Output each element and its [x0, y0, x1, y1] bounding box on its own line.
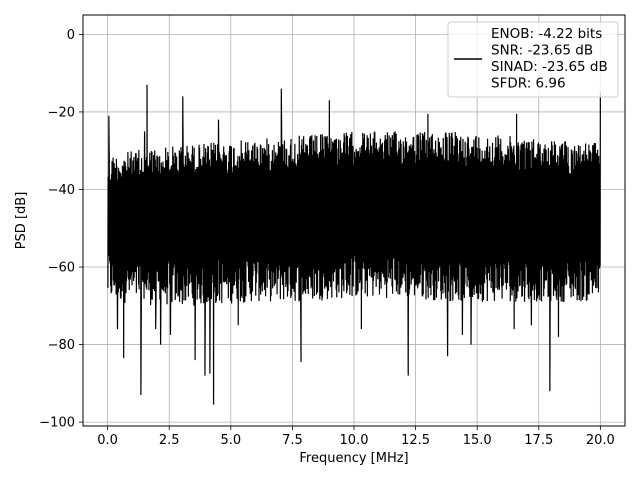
plot-area: [107, 84, 601, 405]
y-axis: 0 −20 −40 −60 −80 −100: [39, 28, 83, 431]
x-tick-label: 7.5: [282, 433, 303, 448]
y-tick-label: −20: [48, 105, 75, 120]
legend: ENOB: -4.22 bits SNR: -23.65 dB SINAD: -…: [447, 21, 619, 98]
y-tick-label: −40: [48, 183, 75, 198]
x-tick-label: 17.5: [524, 433, 553, 448]
y-axis-label: PSD [dB]: [14, 192, 29, 250]
x-tick-label: 0.0: [97, 433, 118, 448]
x-tick-label: 15.0: [463, 433, 492, 448]
x-tick-label: 12.5: [401, 433, 430, 448]
legend-box: [447, 21, 619, 98]
psd-series-line: [107, 84, 601, 405]
legend-sinad: SINAD: -23.65 dB: [491, 59, 608, 75]
x-tick-label: 20.0: [586, 433, 615, 448]
legend-enob: ENOB: -4.22 bits: [491, 26, 602, 42]
y-tick-label: −80: [48, 338, 75, 353]
legend-sfdr: SFDR: 6.96: [491, 76, 566, 92]
x-axis: 0.0 2.5 5.0 7.5 10.0 12.5 15.0 17.5 20.0: [97, 426, 615, 448]
y-tick-label: −100: [39, 416, 75, 431]
legend-snr: SNR: -23.65 dB: [491, 43, 593, 59]
x-tick-label: 5.0: [220, 433, 241, 448]
x-tick-label: 10.0: [340, 433, 369, 448]
x-axis-label: Frequency [MHz]: [299, 451, 408, 466]
y-tick-label: −60: [48, 261, 75, 276]
x-tick-label: 2.5: [159, 433, 180, 448]
y-tick-label: 0: [67, 28, 75, 43]
